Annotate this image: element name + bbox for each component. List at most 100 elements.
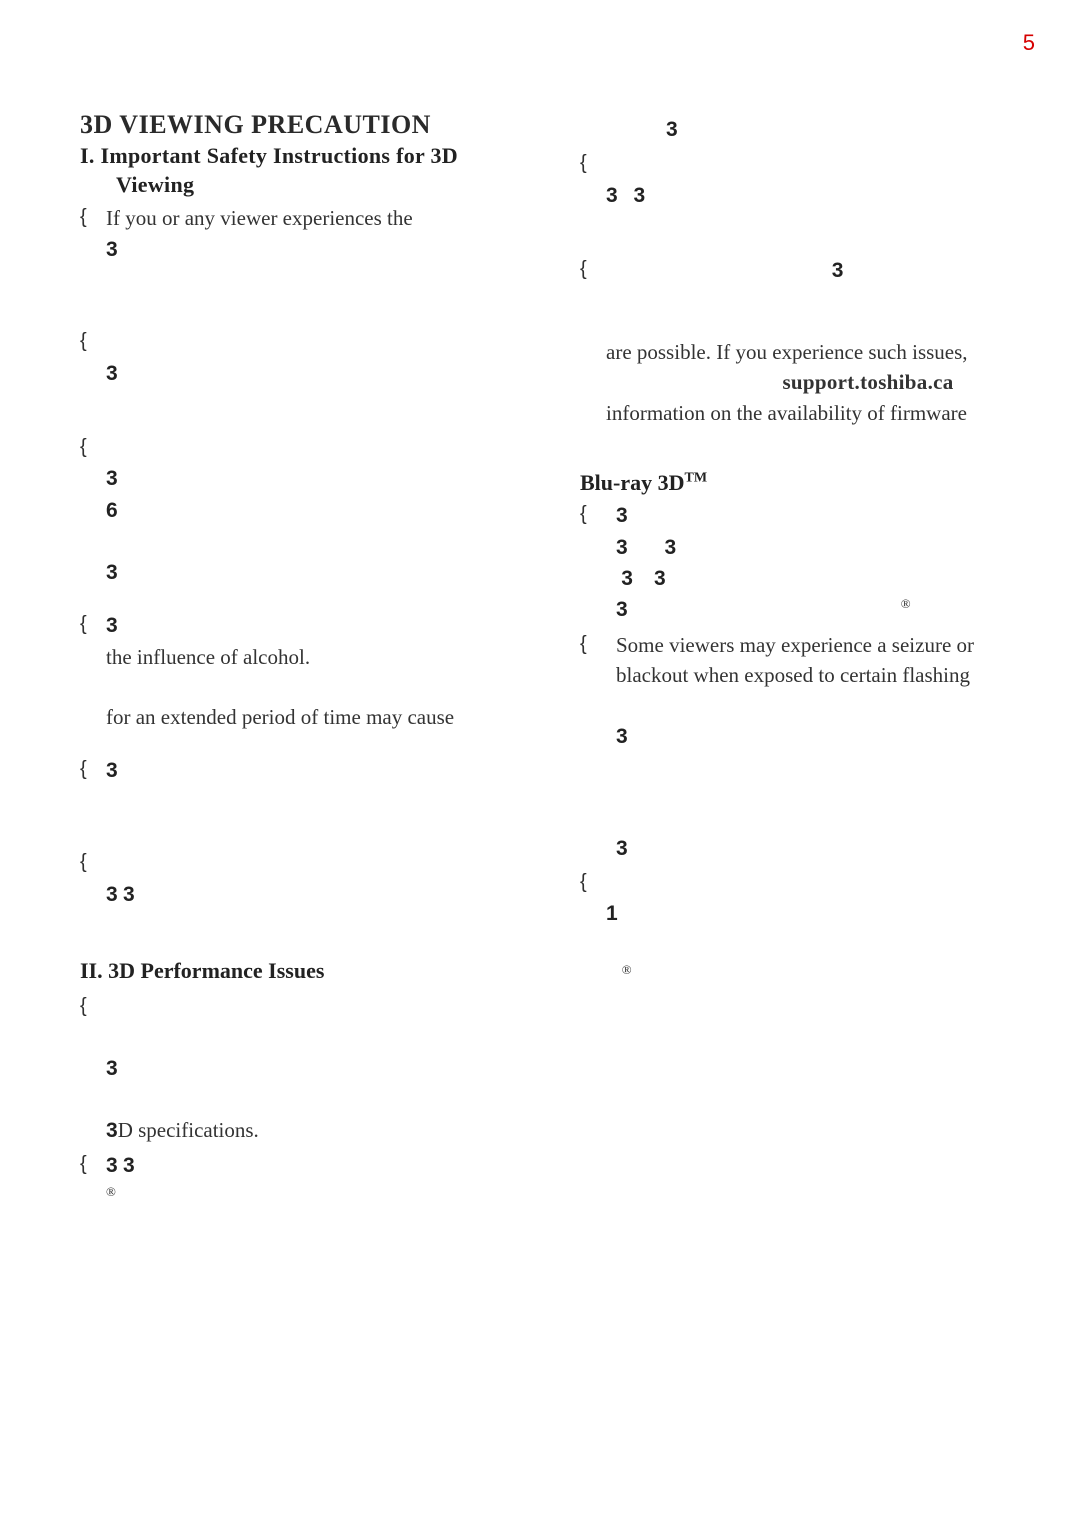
item-line: 3	[666, 114, 1030, 145]
subtitle-line2: Viewing	[80, 171, 530, 200]
item-line: 6	[106, 495, 530, 526]
right-tail-items: 3 { 1 ®	[580, 833, 1030, 991]
item-body: 3the influence of alcohol. for an extend…	[106, 610, 530, 733]
item-line	[106, 1023, 530, 1053]
item-line: 3	[106, 610, 530, 641]
item-body: 1 ®	[606, 868, 1030, 991]
item-line	[106, 992, 530, 1022]
list-item: {3the influence of alcohol. for an exten…	[80, 610, 530, 733]
item-line: ®	[606, 960, 1030, 990]
left-items: {If you or any viewer experiences the3{ …	[80, 203, 530, 928]
item-line: 3	[106, 557, 530, 588]
item-body: If you or any viewer experiences the3	[106, 203, 530, 265]
list-item: {3	[80, 755, 530, 786]
list-item: { 3	[580, 255, 1030, 286]
section-1-title: I. Important Safety Instructions for 3D …	[80, 142, 530, 199]
item-line: 3	[106, 234, 530, 265]
item-body: 3 3D specifications.	[106, 992, 530, 1146]
item-line	[606, 149, 1030, 179]
support-block: are possible. If you experience such iss…	[580, 337, 1030, 428]
bullet-brace: {	[80, 203, 106, 265]
bluray-title-text: Blu-ray 3D	[580, 470, 685, 495]
support-line3: information on the availability of firmw…	[606, 398, 1030, 428]
item-line: 3	[106, 358, 530, 389]
item-body: Some viewers may experience a seizure or…	[606, 630, 1030, 753]
item-line: 3 3	[106, 879, 530, 910]
item-line: 3 3	[106, 1150, 530, 1181]
bluray-title: Blu-ray 3DTM	[580, 470, 1030, 496]
item-body: 3 3®	[106, 1150, 530, 1212]
item-line: 3	[616, 833, 1030, 864]
item-line	[106, 1085, 530, 1115]
item-line	[106, 327, 530, 357]
main-title: 3D VIEWING PRECAUTION	[80, 110, 530, 140]
bullet-brace: {	[80, 848, 106, 910]
bullet-brace: {	[580, 630, 606, 753]
bullet-brace: {	[80, 610, 106, 733]
item-line: 3	[106, 463, 530, 494]
bullet-brace: {	[80, 992, 106, 1146]
bullet-brace: {	[80, 1150, 106, 1212]
item-line: ®	[106, 1182, 530, 1212]
section-2-title: II. 3D Performance Issues	[80, 958, 530, 984]
item-body: 3 3	[106, 848, 530, 910]
bullet-brace	[580, 833, 606, 864]
item-line: Some viewers may experience a seizure or	[616, 630, 1030, 660]
subtitle-line1: I. Important Safety Instructions for 3D	[80, 143, 458, 168]
list-item: {Some viewers may experience a seizure o…	[580, 630, 1030, 753]
list-item: { 3 3	[580, 149, 1030, 211]
bullet-brace: {	[80, 433, 106, 588]
list-item: {33 3 3 33 ®	[580, 500, 1030, 626]
left-section2-items: { 3 3D specifications.{3 3®	[80, 992, 530, 1212]
item-line	[606, 930, 1030, 960]
list-item: { 36 3	[80, 433, 530, 588]
bullet-brace: {	[80, 755, 106, 786]
list-item: {3 3®	[80, 1150, 530, 1212]
list-item: {If you or any viewer experiences the3	[80, 203, 530, 265]
right-pre-items: 3{ 3 3{ 3	[580, 114, 1030, 327]
support-line1: are possible. If you experience such iss…	[606, 337, 1030, 367]
item-line: 3	[616, 500, 1030, 531]
item-body: 3	[106, 755, 530, 786]
list-item: 3	[580, 833, 1030, 864]
item-line	[106, 433, 530, 463]
list-item: { 1 ®	[580, 868, 1030, 991]
bullet-brace: {	[580, 149, 606, 211]
bluray-items: {33 3 3 33 ®{Some viewers may experience…	[580, 500, 1030, 793]
item-line: 3 3	[616, 563, 1030, 594]
item-line: 3 3	[616, 532, 1030, 563]
item-line: 3 3	[606, 180, 1030, 211]
item-line	[606, 868, 1030, 898]
item-line: for an extended period of time may cause	[106, 702, 530, 732]
support-url: support.toshiba.ca	[782, 370, 953, 394]
list-item: 3	[580, 114, 1030, 145]
item-line: 3 ®	[616, 594, 1030, 625]
item-line: 3	[616, 721, 1030, 752]
item-body: 3	[606, 255, 1030, 286]
list-item: { 3 3D specifications.	[80, 992, 530, 1146]
item-line: the influence of alcohol.	[106, 642, 530, 672]
list-item: { 3	[80, 327, 530, 389]
item-body: 33 3 3 33 ®	[606, 500, 1030, 626]
item-line	[106, 672, 530, 702]
tm-symbol: TM	[685, 471, 708, 486]
item-line	[106, 526, 530, 556]
item-line: 1	[606, 898, 1030, 929]
bullet-brace: {	[580, 500, 606, 626]
page-content: 3D VIEWING PRECAUTION I. Important Safet…	[0, 0, 1080, 1256]
item-line: blackout when exposed to certain flashin…	[616, 660, 1030, 690]
bullet-brace: {	[580, 868, 606, 991]
bullet-brace	[580, 114, 606, 145]
right-column: 3{ 3 3{ 3 are possible. If you experienc…	[580, 110, 1030, 1216]
item-body: 3	[106, 327, 530, 389]
bullet-brace: {	[580, 255, 606, 286]
item-body: 36 3	[106, 433, 530, 588]
item-line: 3	[106, 1053, 530, 1084]
item-line: 3	[606, 255, 1030, 286]
page-number: 5	[1023, 30, 1035, 56]
bullet-brace: {	[80, 327, 106, 389]
item-body: 3	[606, 833, 1030, 864]
item-line: If you or any viewer experiences the	[106, 203, 530, 233]
item-line	[106, 848, 530, 878]
left-column: 3D VIEWING PRECAUTION I. Important Safet…	[80, 110, 530, 1216]
